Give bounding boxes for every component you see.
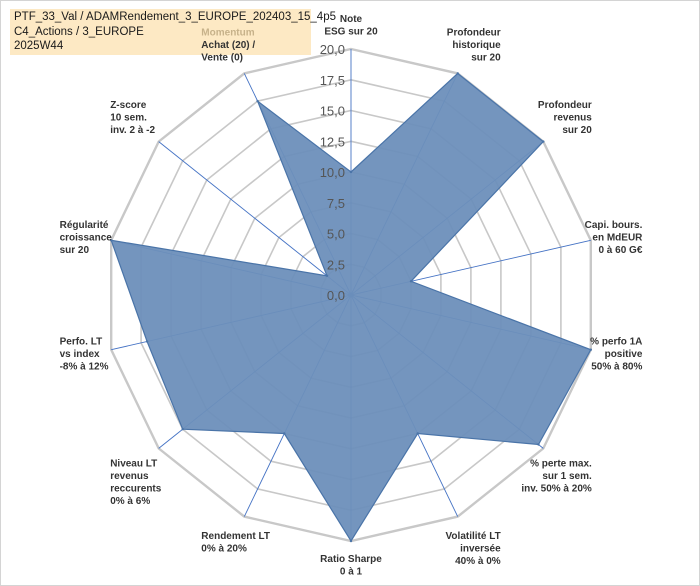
category-labels: Note ESG sur 20 Profondeur historique sur 20… [60,14,644,578]
category-label: % perfo 1A positive 50% à 80% [590,337,643,373]
category-label-line: historique [452,40,501,51]
series-point [409,280,413,283]
category-label-line: Ratio Sharpe [320,554,382,565]
category-label: % perte max. sur 1 sem. inv. 50% à 20% [521,458,592,494]
radar-series [110,72,592,543]
category-label: Volatilité LT inversée 40% à 0% [446,531,502,567]
category-label-line: Rendement LT [201,531,270,542]
chart-title-line-3: 2025W44 [14,40,64,52]
category-label-line: sur 1 sem. [542,471,592,482]
category-label: Capi. bours. en MdEUR 0 à 60 G€ [585,220,644,256]
category-label-line: sur 20 [60,245,90,256]
category-label-line: 10 sem. [110,113,147,124]
radial-tick-label: 20,0 [320,42,345,57]
category-label-line: inversée [460,544,501,555]
category-label-line: positive [605,349,643,360]
category-label: Profondeur revenus sur 20 [538,100,592,136]
category-label-line: revenus [553,113,592,124]
series-point [542,140,545,143]
series-point [416,432,419,435]
radial-tick-label: 5,0 [327,227,345,242]
category-label: Ratio Sharpe 0 à 1 [320,554,382,578]
category-label-line: Momentum [201,27,254,38]
category-label-line: Profondeur [447,27,501,38]
series-point [589,348,592,351]
series-point [110,239,113,242]
category-label-line: 0 à 1 [340,567,363,578]
category-label: Note ESG sur 20 [324,14,378,38]
category-label-line: Z-score [110,100,147,111]
category-label-line: 40% à 0% [455,556,501,567]
series-point [181,428,184,431]
series-point [145,340,149,343]
radial-tick-label: 2,5 [327,257,345,272]
radar-spoke [158,141,352,296]
category-label-line: Note [340,14,363,25]
series-point [283,432,286,435]
category-label-line: % perte max. [530,458,592,469]
radial-tick-label: 17,5 [320,73,345,88]
radial-tick-label: 7,5 [327,196,345,211]
category-label: Rendement LT 0% à 20% [201,531,270,555]
category-label-line: croissance [60,232,113,243]
series-point [456,72,459,75]
category-label-line: -8% à 12% [60,362,109,373]
category-label: Z-score 10 sem. inv. 2 à -2 [110,100,155,136]
category-label-line: 0 à 60 G€ [598,245,642,256]
category-label-line: en MdEUR [592,232,643,243]
category-label-line: ESG sur 20 [324,27,378,38]
chart-title-box: PTF_33_Val / ADAMRendement_3_EUROPE_2024… [10,9,336,55]
category-label: Perfo. LT vs index -8% à 12% [60,337,109,373]
category-label-line: sur 20 [562,125,592,136]
category-label-line: inv. 2 à -2 [110,125,155,136]
radial-tick-label: 12,5 [320,134,345,149]
category-label: Niveau LT revenus reccurents 0% à 6% [110,458,162,507]
category-label-line: reccurents [110,483,162,494]
category-label-line: Profondeur [538,100,592,111]
category-label-line: Volatilité LT [446,531,501,542]
category-label-line: 50% à 80% [591,362,642,373]
category-label-line: Achat (20) / [201,40,255,51]
category-label-line: Capi. bours. [585,220,643,231]
category-label-line: vs index [60,349,100,360]
series-point [349,170,353,174]
category-label-line: 0% à 6% [110,496,150,507]
category-label: Momentum Achat (20) / Vente (0) [201,27,255,63]
chart-title-line-1: PTF_33_Val / ADAMRendement_3_EUROPE_2024… [14,11,336,23]
series-point [325,274,329,277]
radial-tick-label: 0,0 [327,288,345,303]
category-label: Profondeur historique sur 20 [447,27,501,63]
series-point [537,443,540,446]
category-label-line: Vente (0) [201,52,243,63]
series-point [256,99,259,103]
category-label-line: inv. 50% à 20% [521,483,592,494]
category-label-line: revenus [110,471,149,482]
chart-title-line-2: C4_Actions / 3_EUROPE [14,25,144,38]
category-label-line: Niveau LT [110,458,157,469]
category-label-line: 0% à 20% [201,544,247,555]
category-label-line: Régularité [60,220,109,231]
category-label: Régularité croissance sur 20 [60,220,113,256]
series-point [349,539,353,543]
radial-tick-labels: 0,0 2,5 5,0 7,5 10,0 12,5 15,0 17,5 20,0 [320,42,345,303]
category-label-line: % perfo 1A [590,337,642,348]
category-label-line: Perfo. LT [60,337,103,348]
radial-tick-label: 10,0 [320,165,345,180]
category-label-line: sur 20 [471,52,501,63]
radial-tick-label: 15,0 [320,104,345,119]
